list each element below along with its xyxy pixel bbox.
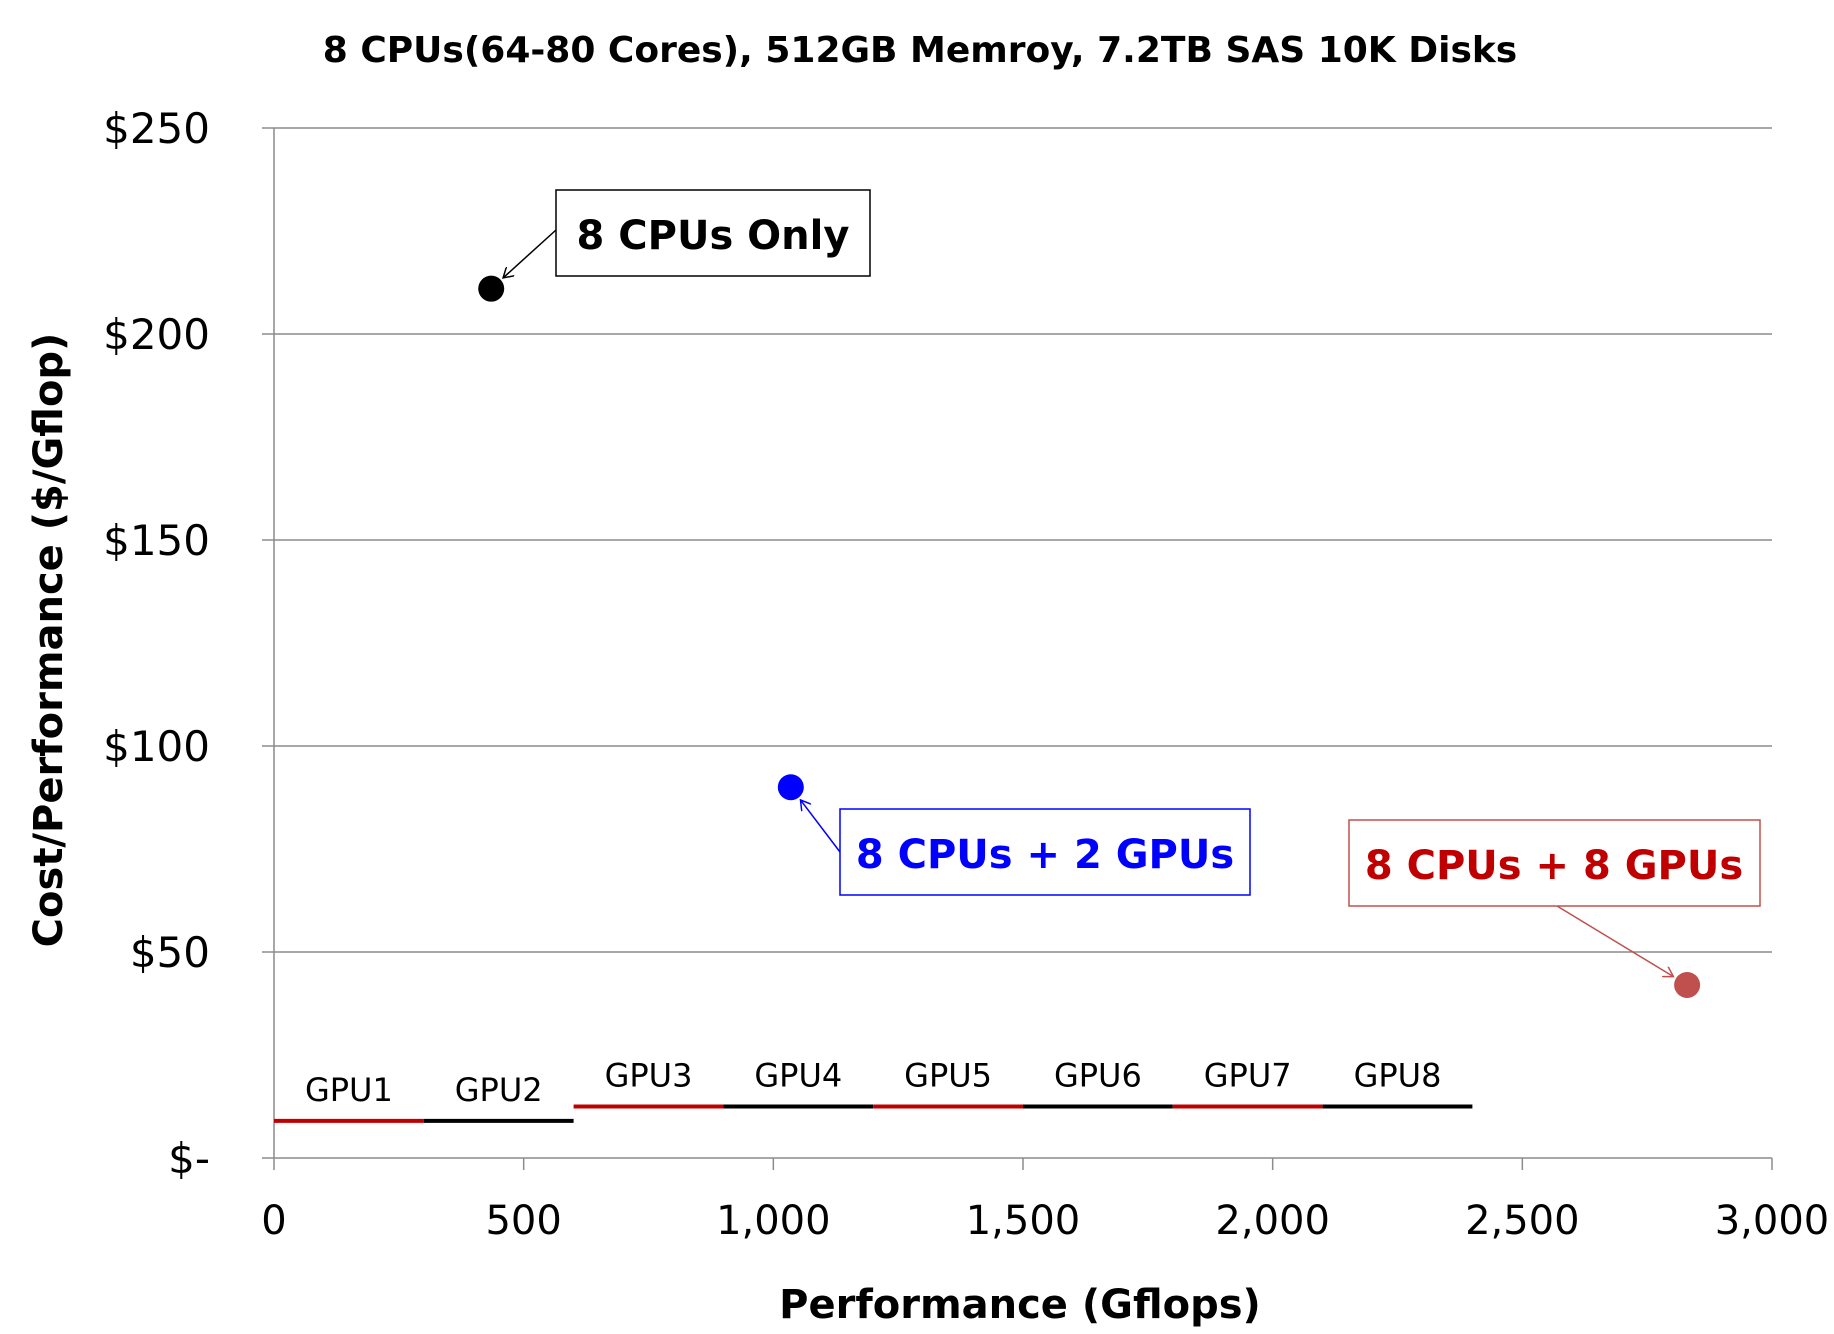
y-tick-label: $250 [103, 104, 210, 153]
x-tick-label: 0 [261, 1198, 286, 1244]
gpu-segment-label: GPU7 [1204, 1057, 1292, 1095]
gpu-segment-label: GPU4 [754, 1057, 842, 1095]
x-axis-title: Performance (Gflops) [779, 1282, 1261, 1328]
annotation-label: 8 CPUs + 8 GPUs [1365, 843, 1743, 889]
annotation-label: 8 CPUs + 2 GPUs [856, 832, 1234, 878]
gpu-segment-label: GPU8 [1354, 1057, 1442, 1095]
axes [262, 127, 1773, 1170]
annotation-arrow [1556, 905, 1673, 977]
x-tick-label: 2,500 [1465, 1198, 1580, 1244]
annotation-arrow [503, 229, 557, 278]
y-tick-label: $- [168, 1134, 210, 1183]
data-point [478, 275, 505, 302]
data-point [777, 774, 804, 801]
x-tick-label: 1,500 [966, 1198, 1081, 1244]
gridlines [274, 127, 1772, 953]
gpu-segment-label: GPU5 [904, 1057, 992, 1095]
annotation-label: 8 CPUs Only [577, 213, 850, 259]
data-point [1674, 971, 1701, 998]
annotation-arrow [800, 800, 841, 853]
x-tick-label: 1,000 [716, 1198, 831, 1244]
annotation-box [555, 189, 871, 277]
y-axis-title: Cost/Performance ($/Gflop) [26, 333, 72, 948]
gpu-segment-label: GPU3 [605, 1057, 693, 1095]
gpu-segment-label: GPU2 [455, 1071, 543, 1109]
annotations: 8 CPUs Only 8 CPUs + 2 GPUs 8 CPUs + 8 GPU… [503, 189, 1761, 977]
y-tick-labels: $- $50 $100 $150 $200 $250 [103, 104, 210, 1183]
annotation-box [839, 808, 1251, 896]
x-tick-label: 3,000 [1715, 1198, 1830, 1244]
x-tick-label: 500 [485, 1198, 561, 1244]
y-tick-label: $50 [130, 928, 210, 977]
y-tick-label: $150 [103, 516, 210, 565]
y-tick-label: $200 [103, 310, 210, 359]
gpu-segment-label: GPU1 [305, 1071, 393, 1109]
annotation-box [1348, 819, 1761, 907]
x-tick-labels: 0 500 1,000 1,500 2,000 2,500 3,000 [261, 1198, 1829, 1244]
gpu-segments: GPU1 GPU2 GPU3 GPU4 GPU5 GPU6 GPU7 GPU8 [274, 1057, 1473, 1123]
data-points [478, 275, 1701, 998]
x-tick-label: 2,000 [1215, 1198, 1330, 1244]
y-tick-label: $100 [103, 722, 210, 771]
chart-title: 8 CPUs(64-80 Cores), 512GB Memroy, 7.2TB… [323, 30, 1517, 71]
gpu-segment-label: GPU6 [1054, 1057, 1142, 1095]
